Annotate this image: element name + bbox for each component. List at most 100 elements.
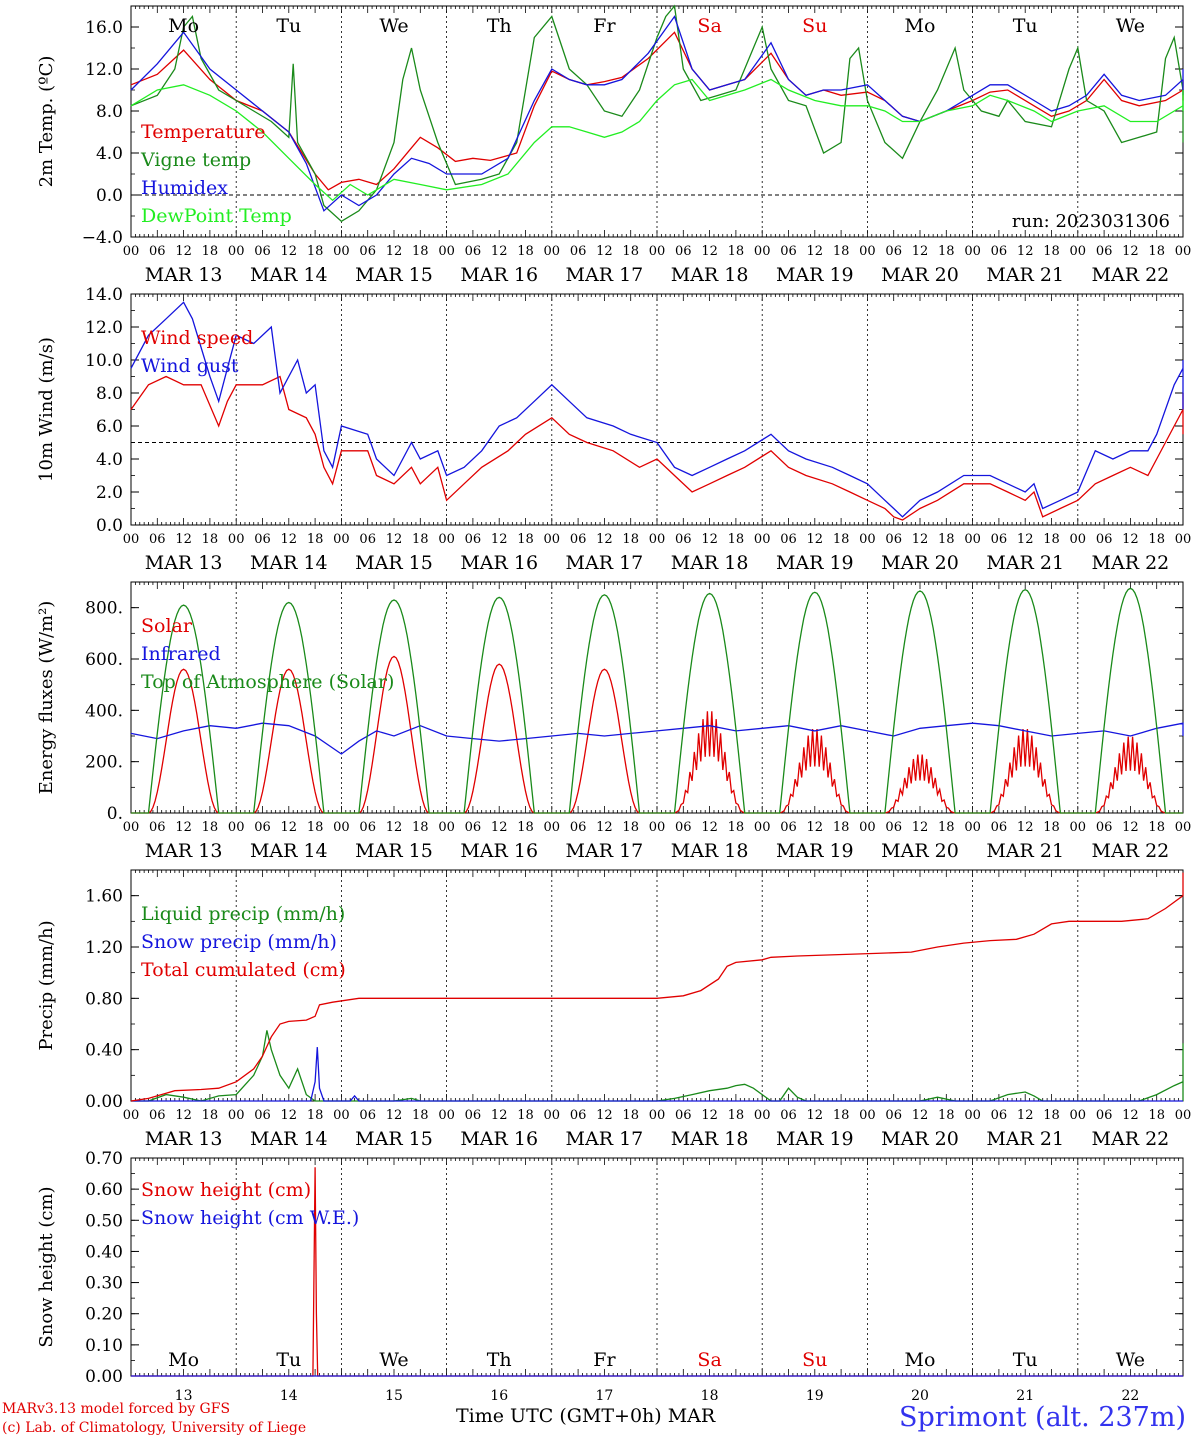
date-label: MAR 17 (566, 840, 644, 862)
hour-label: 12 (807, 1108, 824, 1123)
hour-label: 18 (307, 1108, 324, 1123)
hour-label: 00 (1175, 1108, 1192, 1123)
y-tick-label: 6.0 (96, 417, 123, 437)
hour-label: 12 (596, 244, 613, 259)
hour-label: 12 (281, 244, 298, 259)
y-tick-label: 1.60 (85, 887, 123, 907)
hour-label: 06 (149, 244, 166, 259)
y-tick-label: 4.0 (96, 450, 123, 470)
hour-label: 00 (964, 244, 981, 259)
day-number: 15 (385, 1388, 403, 1404)
hour-label: 18 (833, 244, 850, 259)
hour-label: 18 (202, 244, 219, 259)
series-line-temperature-dewpoint-temp (130, 78, 1184, 202)
date-label: MAR 16 (460, 264, 538, 286)
y-tick-label: 1.20 (85, 938, 123, 958)
y-tick-label: 0.30 (85, 1274, 123, 1294)
hour-label: 12 (491, 244, 508, 259)
date-label: MAR 15 (355, 1128, 433, 1150)
day-name-bottom: Su (802, 1349, 827, 1371)
hour-label: 18 (622, 532, 639, 547)
date-label: MAR 22 (1092, 552, 1170, 574)
y-axis-label: 2m Temp. (ºC) (36, 56, 57, 188)
hour-label: 06 (885, 244, 902, 259)
hour-label: 18 (833, 1108, 850, 1123)
y-tick-label: 0.0 (96, 516, 123, 536)
hour-label: 06 (254, 820, 271, 835)
hour-label: 06 (991, 532, 1008, 547)
legend-entry: Snow height (cm W.E.) (141, 1207, 359, 1229)
hour-label: 12 (807, 532, 824, 547)
series-line-wind-wind-gust (130, 301, 1184, 518)
hour-label: 18 (622, 244, 639, 259)
hour-label: 18 (412, 820, 429, 835)
hour-label: 00 (859, 244, 876, 259)
hour-label: 06 (1096, 532, 1113, 547)
hour-label: 06 (254, 1108, 271, 1123)
legend-entry: Solar (141, 615, 193, 637)
hour-label: 18 (622, 820, 639, 835)
date-label: MAR 19 (776, 552, 854, 574)
date-label: MAR 21 (986, 1128, 1064, 1150)
hour-label: 18 (307, 244, 324, 259)
hour-label: 18 (1043, 1108, 1060, 1123)
date-label: MAR 21 (986, 840, 1064, 862)
hour-label: 00 (964, 1108, 981, 1123)
date-label: MAR 14 (250, 552, 328, 574)
y-axis-label: Precip (mm/h) (36, 920, 57, 1050)
day-name-bottom: Th (487, 1349, 512, 1371)
y-tick-label: 0. (107, 804, 123, 824)
hour-label: 12 (281, 820, 298, 835)
day-name: Sa (697, 15, 721, 37)
series-line-energy-top-of-atmosphere-solar- (131, 587, 1183, 814)
hour-label: 12 (281, 1108, 298, 1123)
date-label: MAR 19 (776, 840, 854, 862)
y-tick-label: 14.0 (85, 285, 123, 305)
hour-label: 06 (254, 532, 271, 547)
hour-label: 12 (596, 820, 613, 835)
series-line-temperature-humidex (130, 15, 1184, 212)
hour-label: 18 (412, 532, 429, 547)
legend-entry: Wind speed (141, 327, 253, 349)
date-label: MAR 18 (671, 264, 749, 286)
hour-label: 18 (202, 532, 219, 547)
hour-label: 06 (149, 820, 166, 835)
hour-label: 00 (544, 244, 561, 259)
hour-label: 18 (728, 820, 745, 835)
hour-label: 12 (281, 532, 298, 547)
hour-label: 12 (1017, 532, 1034, 547)
date-label: MAR 18 (671, 1128, 749, 1150)
hour-label: 00 (123, 1108, 140, 1123)
legend-entry: DewPoint Temp (141, 205, 292, 227)
y-tick-label: 400. (85, 701, 123, 721)
legend-entry: Wind gust (141, 355, 239, 377)
hour-label: 18 (1043, 532, 1060, 547)
hour-label: 12 (491, 532, 508, 547)
hour-label: 06 (885, 1108, 902, 1123)
day-number: 19 (806, 1388, 824, 1404)
station-name: Sprimont (alt. 237m) (899, 1402, 1186, 1433)
legend-entry: Snow precip (mm/h) (141, 931, 337, 953)
day-number: 16 (490, 1388, 508, 1404)
hour-label: 06 (885, 532, 902, 547)
hour-label: 18 (412, 1108, 429, 1123)
hour-label: 12 (175, 820, 192, 835)
hour-label: 12 (912, 820, 929, 835)
hour-label: 06 (149, 1108, 166, 1123)
day-name-bottom: Sa (697, 1349, 721, 1371)
hour-label: 12 (1122, 244, 1139, 259)
hour-label: 00 (964, 532, 981, 547)
y-axis-label: Energy fluxes (W/m²) (36, 601, 57, 795)
x-axis-label: Time UTC (GMT+0h) MAR (456, 1405, 716, 1427)
hour-label: 12 (912, 244, 929, 259)
hour-label: 18 (202, 1108, 219, 1123)
date-label: MAR 19 (776, 1128, 854, 1150)
hour-label: 06 (465, 244, 482, 259)
hour-label: 00 (438, 244, 455, 259)
hour-label: 06 (1096, 1108, 1113, 1123)
hour-label: 18 (938, 820, 955, 835)
legend-entry: Infrared (141, 643, 221, 665)
credit-lab: (c) Lab. of Climatology, University of L… (2, 1420, 307, 1436)
hour-label: 12 (386, 244, 403, 259)
hour-label: 12 (807, 244, 824, 259)
